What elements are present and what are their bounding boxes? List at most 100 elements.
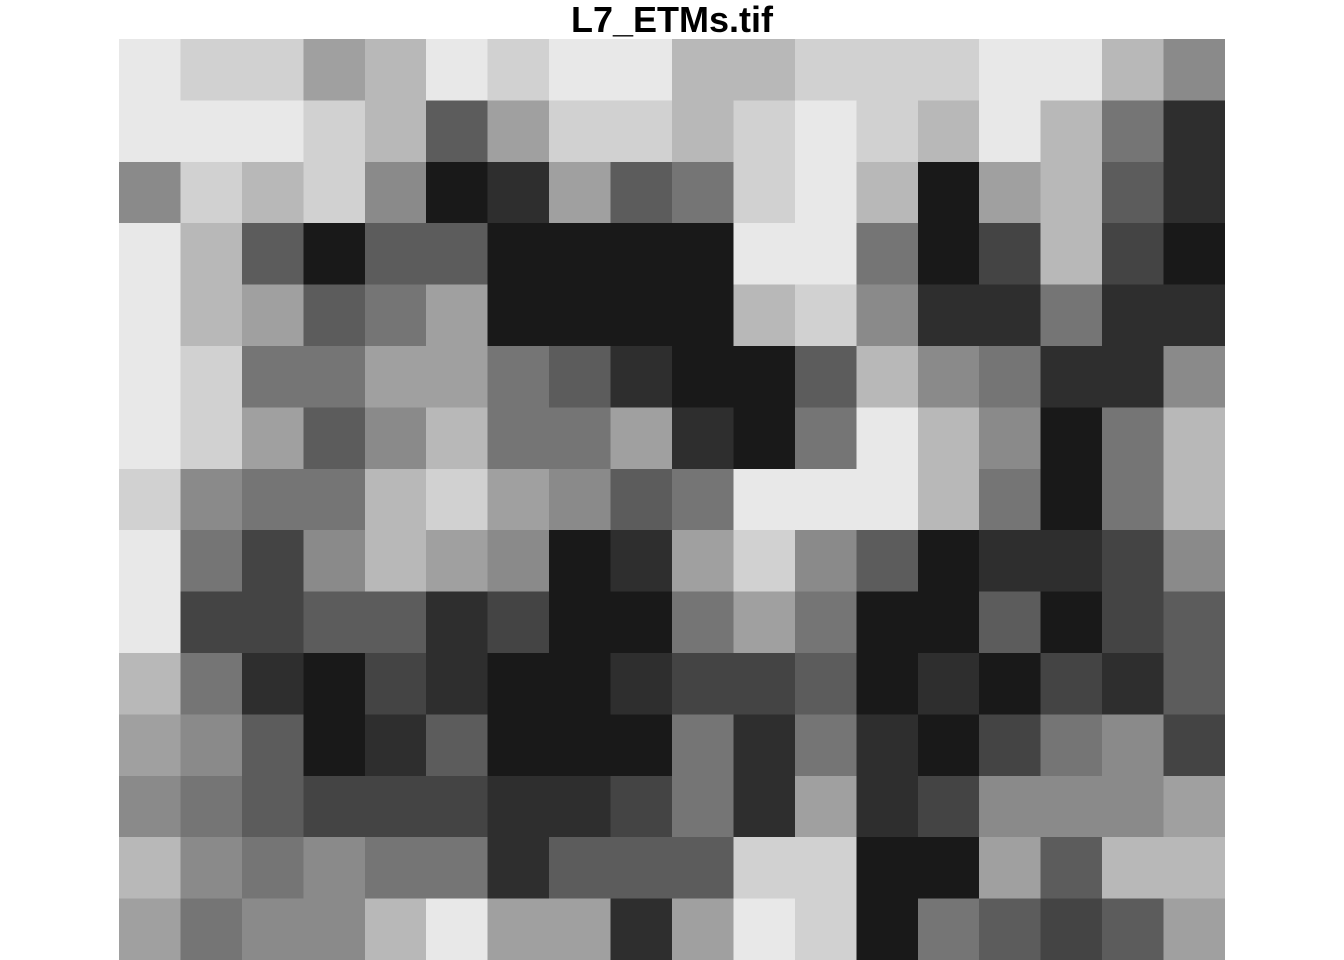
raster-cell-r11-c15: [1040, 714, 1103, 777]
raster-cell-r12-c2: [241, 775, 304, 838]
raster-cell-r6-c16: [1102, 407, 1165, 470]
raster-cell-r0-c17: [1163, 39, 1225, 101]
raster-cell-r10-c0: [119, 653, 182, 715]
raster-cell-r0-c11: [794, 39, 857, 101]
raster-cell-r13-c7: [549, 837, 612, 900]
raster-cell-r3-c6: [487, 223, 550, 286]
raster-cell-r11-c2: [241, 714, 304, 777]
raster-cell-r8-c4: [364, 530, 427, 593]
raster-cell-r5-c5: [426, 346, 489, 408]
raster-cell-r14-c1: [180, 898, 243, 960]
raster-cell-r5-c1: [180, 346, 243, 408]
raster-cell-r1-c11: [794, 100, 857, 163]
raster-cell-r4-c12: [856, 284, 919, 347]
raster-cell-r11-c12: [856, 714, 919, 777]
raster-cell-r2-c1: [180, 161, 243, 224]
raster-cell-r14-c12: [856, 898, 919, 960]
raster-cell-r5-c7: [549, 346, 612, 408]
raster-cell-r12-c1: [180, 775, 243, 838]
raster-cell-r14-c16: [1102, 898, 1165, 960]
raster-cell-r12-c12: [856, 775, 919, 838]
raster-cell-r14-c4: [364, 898, 427, 960]
raster-cell-r7-c1: [180, 468, 243, 531]
raster-cell-r6-c15: [1040, 407, 1103, 470]
raster-cell-r9-c1: [180, 591, 243, 654]
raster-cell-r12-c14: [979, 775, 1042, 838]
raster-cell-r0-c2: [241, 39, 304, 101]
raster-cell-r7-c8: [610, 468, 673, 531]
raster-cell-r5-c14: [979, 346, 1042, 408]
raster-cell-r7-c16: [1102, 468, 1165, 531]
raster-cell-r2-c14: [979, 161, 1042, 224]
raster-cell-r0-c6: [487, 39, 550, 101]
raster-cell-r8-c6: [487, 530, 550, 593]
raster-cell-r11-c7: [549, 714, 612, 777]
raster-cell-r9-c5: [426, 591, 489, 654]
raster-cell-r8-c7: [549, 530, 612, 593]
raster-cell-r12-c11: [794, 775, 857, 838]
raster-cell-r0-c10: [733, 39, 796, 101]
raster-cell-r9-c0: [119, 591, 182, 654]
raster-cell-r10-c6: [487, 653, 550, 715]
raster-cell-r13-c3: [303, 837, 366, 900]
raster-cell-r13-c16: [1102, 837, 1165, 900]
raster-cell-r7-c0: [119, 468, 182, 531]
raster-cell-r4-c14: [979, 284, 1042, 347]
raster-cell-r10-c16: [1102, 653, 1165, 715]
raster-cell-r4-c11: [794, 284, 857, 347]
raster-cell-r11-c4: [364, 714, 427, 777]
raster-cell-r6-c7: [549, 407, 612, 470]
raster-cell-r13-c2: [241, 837, 304, 900]
raster-cell-r3-c0: [119, 223, 182, 286]
raster-cell-r0-c4: [364, 39, 427, 101]
raster-cell-r12-c13: [917, 775, 980, 838]
raster-cell-r8-c15: [1040, 530, 1103, 593]
raster-cell-r5-c12: [856, 346, 919, 408]
raster-cell-r14-c11: [794, 898, 857, 960]
raster-cell-r13-c14: [979, 837, 1042, 900]
raster-cell-r0-c7: [549, 39, 612, 101]
raster-cell-r14-c8: [610, 898, 673, 960]
raster-cell-r12-c15: [1040, 775, 1103, 838]
raster-cell-r11-c10: [733, 714, 796, 777]
raster-cell-r11-c17: [1163, 714, 1225, 777]
raster-cell-r1-c16: [1102, 100, 1165, 163]
raster-cell-r4-c3: [303, 284, 366, 347]
raster-cell-r4-c7: [549, 284, 612, 347]
raster-cell-r3-c2: [241, 223, 304, 286]
raster-cell-r10-c13: [917, 653, 980, 715]
raster-cell-r12-c5: [426, 775, 489, 838]
raster-cell-r8-c14: [979, 530, 1042, 593]
raster-cell-r5-c4: [364, 346, 427, 408]
raster-cell-r9-c10: [733, 591, 796, 654]
raster-cell-r13-c15: [1040, 837, 1103, 900]
raster-cell-r6-c2: [241, 407, 304, 470]
raster-cell-r2-c7: [549, 161, 612, 224]
raster-cell-r14-c7: [549, 898, 612, 960]
raster-cell-r6-c13: [917, 407, 980, 470]
raster-cell-r5-c10: [733, 346, 796, 408]
raster-cell-r1-c12: [856, 100, 919, 163]
raster-cell-r6-c6: [487, 407, 550, 470]
raster-cell-r2-c11: [794, 161, 857, 224]
raster-cell-r12-c4: [364, 775, 427, 838]
raster-cell-r9-c9: [672, 591, 735, 654]
raster-cell-r0-c16: [1102, 39, 1165, 101]
raster-cell-r4-c2: [241, 284, 304, 347]
raster-cell-r6-c11: [794, 407, 857, 470]
raster-cell-r4-c1: [180, 284, 243, 347]
raster-cell-r1-c3: [303, 100, 366, 163]
raster-cell-r1-c17: [1163, 100, 1225, 163]
raster-cell-r10-c3: [303, 653, 366, 715]
raster-cell-r5-c0: [119, 346, 182, 408]
raster-cell-r8-c13: [917, 530, 980, 593]
raster-cell-r13-c5: [426, 837, 489, 900]
raster-cell-r4-c4: [364, 284, 427, 347]
raster-cell-r0-c13: [917, 39, 980, 101]
raster-cell-r3-c16: [1102, 223, 1165, 286]
raster-heatmap: [119, 39, 1225, 960]
raster-cell-r11-c16: [1102, 714, 1165, 777]
raster-cell-r2-c6: [487, 161, 550, 224]
raster-cell-r12-c10: [733, 775, 796, 838]
raster-cell-r6-c17: [1163, 407, 1225, 470]
